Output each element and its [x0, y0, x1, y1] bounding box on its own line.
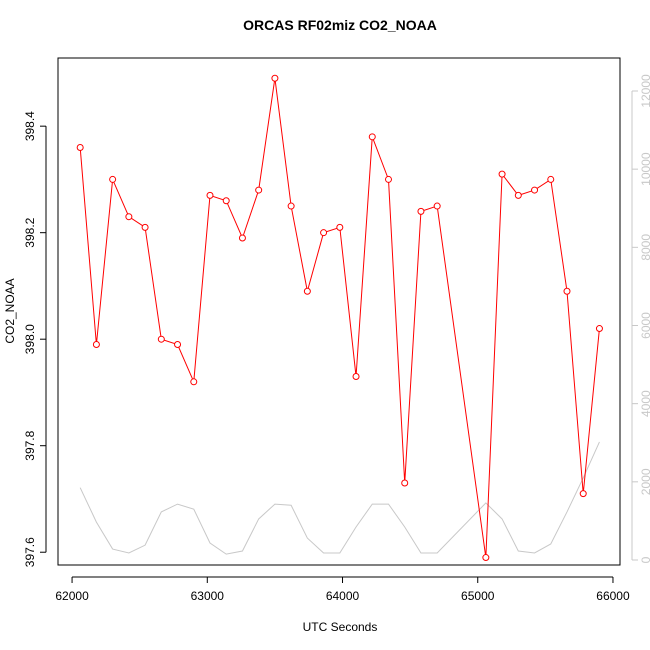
chart-title: ORCAS RF02miz CO2_NOAA [243, 17, 437, 33]
point [190, 378, 198, 386]
point [352, 372, 360, 380]
point [547, 175, 555, 183]
point [482, 554, 490, 562]
y2-tick-label: 0 [639, 556, 650, 563]
point [531, 186, 539, 194]
point [320, 229, 328, 237]
y-tick-label: 397.8 [23, 430, 37, 460]
x-tick-label: 63000 [191, 589, 225, 603]
point [514, 191, 522, 199]
point [255, 186, 263, 194]
y-tick-label: 398.4 [23, 111, 37, 141]
series-line [79, 441, 600, 555]
series-line [79, 78, 600, 558]
x-axis-label: UTC Seconds [303, 620, 378, 634]
point [417, 207, 425, 215]
point [141, 223, 149, 231]
point [595, 325, 603, 333]
point [287, 202, 295, 210]
y2-tick-label: 6000 [639, 312, 650, 339]
point [498, 170, 506, 178]
point [76, 143, 84, 151]
x-tick-label: 64000 [326, 589, 360, 603]
point [384, 175, 392, 183]
plot-frame [57, 57, 621, 566]
point [401, 479, 409, 487]
point [222, 197, 230, 205]
point [109, 175, 117, 183]
y2-tick-label: 2000 [639, 468, 650, 495]
x-tick-label: 66000 [596, 589, 630, 603]
y2-tick-label: 10000 [639, 152, 650, 186]
point [336, 223, 344, 231]
point [433, 202, 441, 210]
y-axis-label: CO2_NOAA [3, 278, 17, 343]
x-tick-label: 65000 [461, 589, 495, 603]
point [174, 341, 182, 349]
y-tick-label: 398.0 [23, 324, 37, 354]
point [271, 74, 279, 82]
point [563, 287, 571, 295]
point [125, 213, 133, 221]
y2-tick-label: 12000 [639, 74, 650, 108]
y2-tick-label: 8000 [639, 234, 650, 261]
point [368, 133, 376, 141]
point [92, 341, 100, 349]
point [579, 490, 587, 498]
point [157, 335, 165, 343]
y-tick-label: 397.6 [23, 537, 37, 567]
point [303, 287, 311, 295]
y2-tick-label: 4000 [639, 390, 650, 417]
point [206, 191, 214, 199]
point [238, 234, 246, 242]
y-tick-label: 398.2 [23, 217, 37, 247]
x-tick-label: 62000 [55, 589, 89, 603]
